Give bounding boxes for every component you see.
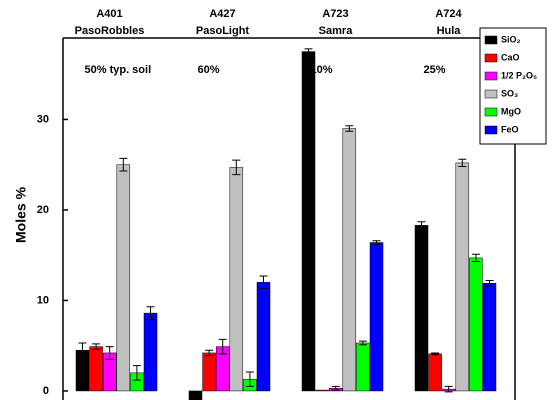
bar xyxy=(116,164,131,392)
error-bar xyxy=(245,371,254,387)
category-name: Samra xyxy=(319,25,354,37)
category-label: A427 xyxy=(209,8,235,20)
error-bar xyxy=(444,385,453,393)
category-name: PasoLight xyxy=(196,25,250,37)
legend-swatch xyxy=(484,71,498,81)
legend-label: MgO xyxy=(501,106,521,116)
bar xyxy=(469,257,483,392)
bar xyxy=(455,162,470,392)
legend-swatch xyxy=(484,107,498,117)
error-bar xyxy=(218,338,227,355)
category-name: Hula xyxy=(437,25,462,37)
category-label: A401 xyxy=(96,8,122,20)
legend-label: CaO xyxy=(501,52,520,62)
error-bar xyxy=(358,340,367,346)
y-tick-label: 30 xyxy=(37,113,49,125)
legend-swatch xyxy=(484,89,498,99)
bar xyxy=(188,390,203,400)
error-bar xyxy=(458,158,467,168)
error-bar xyxy=(78,342,87,358)
annotation: 50% typ. soil xyxy=(85,64,152,76)
bar xyxy=(301,51,316,392)
legend-swatch xyxy=(484,53,498,63)
y-tick-label: 0 xyxy=(43,385,49,397)
error-bar xyxy=(372,240,381,245)
category-name: PasoRobbles xyxy=(75,25,145,37)
bar xyxy=(414,225,429,392)
bar xyxy=(482,283,497,392)
bar xyxy=(356,342,370,392)
category-label: A723 xyxy=(322,8,348,20)
category-label: A724 xyxy=(435,8,462,20)
error-bar xyxy=(232,159,241,176)
annotation: 60% xyxy=(198,64,220,76)
bar xyxy=(202,352,216,392)
legend-label: SiO₂ xyxy=(501,34,521,44)
bar xyxy=(256,282,271,392)
bar xyxy=(428,353,442,392)
bar xyxy=(315,389,329,392)
bar xyxy=(89,346,103,392)
legend-swatch xyxy=(484,125,498,135)
error-bar xyxy=(485,280,494,287)
error-bar xyxy=(119,157,128,172)
error-bar xyxy=(146,306,155,320)
error-bar xyxy=(105,346,114,360)
error-bar xyxy=(92,343,101,350)
y-tick-label: 20 xyxy=(37,204,49,216)
error-bar xyxy=(431,352,440,356)
annotation: 25% xyxy=(424,64,446,76)
bar xyxy=(342,128,357,392)
legend-label: 1/2 P₂O₅ xyxy=(501,70,537,80)
error-bar xyxy=(417,221,426,230)
legend-label: SO₃ xyxy=(501,88,518,98)
error-bar xyxy=(471,253,480,263)
legend-label: FeO xyxy=(501,124,519,134)
y-tick-label: 10 xyxy=(37,294,49,306)
annotation: 10% xyxy=(311,64,333,76)
error-bar xyxy=(345,125,354,132)
error-bar xyxy=(132,365,141,381)
error-bar xyxy=(304,48,313,55)
error-bar xyxy=(205,349,214,357)
bar xyxy=(369,242,384,392)
legend-swatch xyxy=(484,35,498,45)
bar xyxy=(229,167,244,392)
error-bar xyxy=(331,385,340,391)
error-bar xyxy=(259,275,268,290)
y-axis-label: Moles % xyxy=(13,186,29,243)
legend-box xyxy=(479,27,547,145)
bar xyxy=(143,312,158,392)
